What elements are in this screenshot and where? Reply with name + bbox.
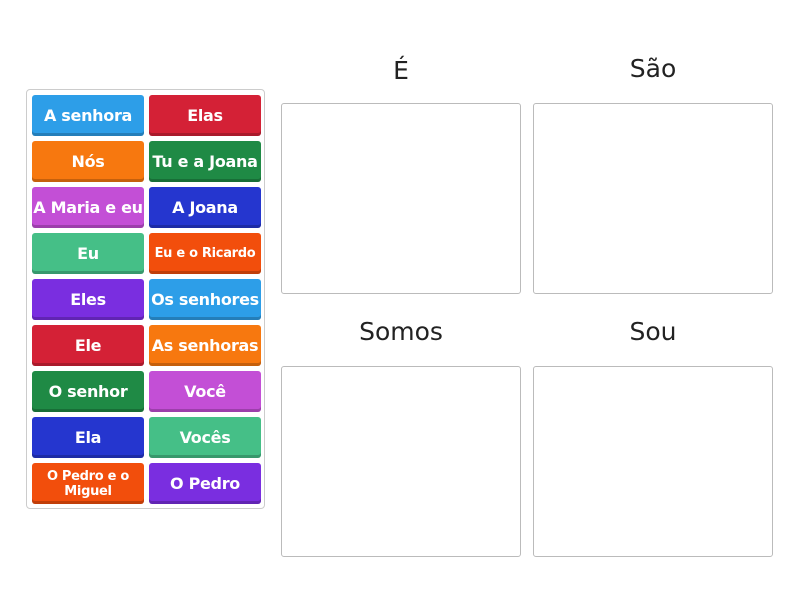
draggable-tile[interactable]: O Pedro (149, 463, 261, 504)
tile-tray (26, 89, 265, 509)
draggable-tile[interactable]: O senhor (32, 371, 144, 412)
draggable-tile[interactable]: Eles (32, 279, 144, 320)
bucket-title: É (393, 56, 409, 85)
bucket-title: São (629, 54, 677, 83)
draggable-tile[interactable]: Ele (32, 325, 144, 366)
draggable-tile[interactable]: Nós (32, 141, 144, 182)
drop-bucket-somos[interactable] (281, 366, 521, 557)
draggable-tile[interactable]: Eu (32, 233, 144, 274)
bucket-title: Sou (629, 317, 677, 346)
draggable-tile[interactable]: A Joana (149, 187, 261, 228)
bucket-title: Somos (359, 317, 443, 346)
draggable-tile[interactable]: Elas (149, 95, 261, 136)
draggable-tile[interactable]: O Pedro e o Miguel (32, 463, 144, 504)
draggable-tile[interactable]: Os senhores (149, 279, 261, 320)
draggable-tile[interactable]: A senhora (32, 95, 144, 136)
drop-bucket-sao[interactable] (533, 103, 773, 294)
drop-bucket-e[interactable] (281, 103, 521, 294)
draggable-tile[interactable]: Ela (32, 417, 144, 458)
draggable-tile[interactable]: Tu e a Joana (149, 141, 261, 182)
draggable-tile[interactable]: Você (149, 371, 261, 412)
draggable-tile[interactable]: Eu e o Ricardo (149, 233, 261, 274)
draggable-tile[interactable]: A Maria e eu (32, 187, 144, 228)
drop-bucket-sou[interactable] (533, 366, 773, 557)
draggable-tile[interactable]: Vocês (149, 417, 261, 458)
draggable-tile[interactable]: As senhoras (149, 325, 261, 366)
